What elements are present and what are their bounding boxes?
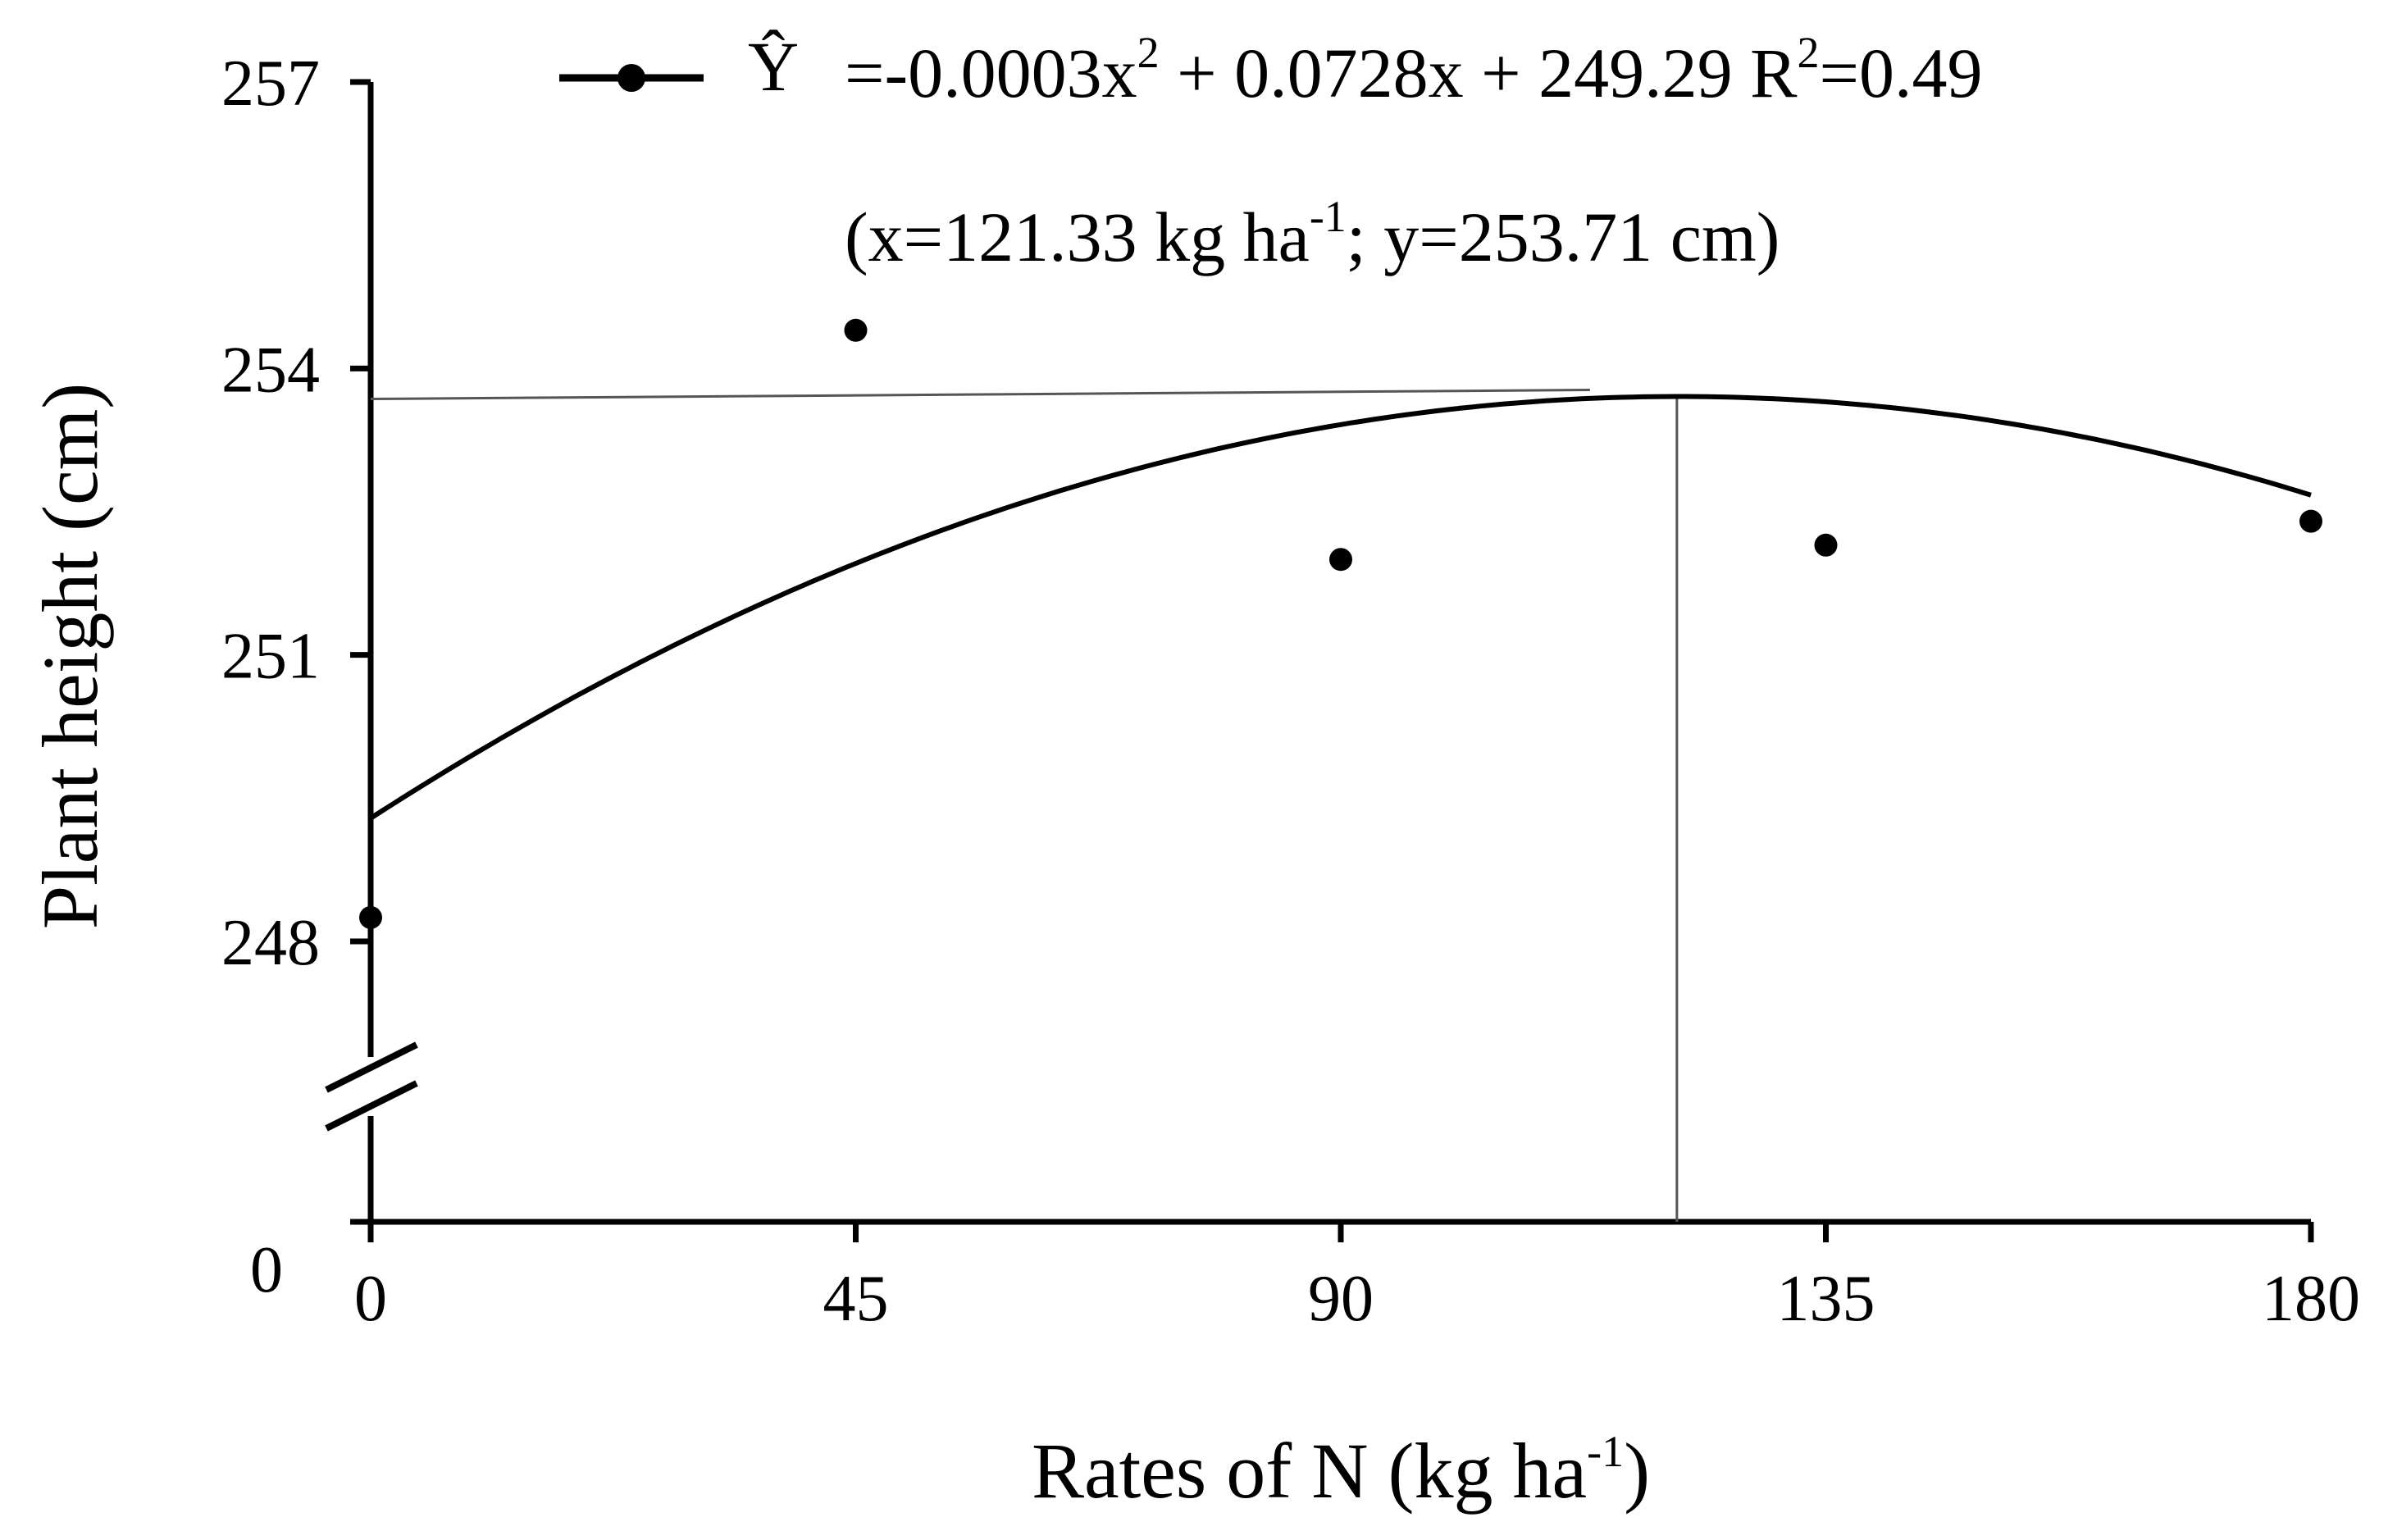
fitted-quadratic-curve — [369, 394, 2312, 821]
equation-superscript-2: 2 — [1798, 28, 1820, 77]
equation-superscript-1: 2 — [1137, 28, 1160, 77]
equation-part-2: + 0.0728x + 249.29 R — [1160, 34, 1798, 112]
y-axis-title: Plant height (cm) — [26, 383, 114, 930]
data-point — [844, 318, 868, 342]
optimum-part-2: ; y=253.71 cm) — [1347, 198, 1780, 276]
data-point — [1329, 548, 1352, 572]
x-tick-label: 180 — [2262, 1263, 2360, 1335]
data-point — [1814, 533, 1838, 557]
y-tick-label: 254 — [221, 334, 320, 406]
optimum-part-1: (x=121.33 kg ha — [845, 198, 1310, 276]
axis-break-mark-lower — [325, 1080, 418, 1132]
data-point — [2299, 509, 2322, 533]
data-points — [359, 318, 2322, 929]
y-tick-label: 251 — [221, 621, 320, 693]
x-tick-label: 90 — [1308, 1263, 1374, 1335]
optimum-annotation: (x=121.33 kg ha-1; y=253.71 cm) — [845, 192, 1780, 276]
x-axis-title-part-2: ) — [1624, 1427, 1650, 1515]
x-tick-label: 135 — [1777, 1263, 1875, 1335]
x-axis-title-superscript: -1 — [1587, 1427, 1624, 1476]
y-zero-tick-label: 0 — [250, 1234, 283, 1306]
x-tick-label: 0 — [354, 1263, 387, 1335]
y-axis-ticks: 257 254 251 248 — [221, 48, 371, 979]
y-tick-label: 248 — [221, 907, 320, 979]
data-point — [359, 905, 382, 929]
axis-break-mark-upper — [325, 1041, 418, 1093]
equation-part-1: =-0.0003x — [845, 34, 1137, 112]
x-axis-title-part-1: Rates of N (kg ha — [1032, 1427, 1587, 1515]
legend-symbol: Ŷ — [748, 27, 799, 106]
equation-part-3: =0.49 — [1820, 34, 1983, 112]
legend-marker-sample — [618, 64, 645, 92]
optimum-superscript: -1 — [1310, 192, 1347, 241]
legend: Ŷ =-0.0003x2 + 0.0728x + 249.29 R2=0.49 … — [559, 27, 1983, 276]
optimum-horizontal-reference-line — [370, 389, 1590, 401]
y-tick-label: 257 — [221, 48, 320, 120]
x-axis-title: Rates of N (kg ha-1) — [1032, 1427, 1650, 1515]
x-axis-ticks: 0 45 90 135 180 — [354, 1222, 2360, 1335]
x-tick-label: 45 — [823, 1263, 889, 1335]
legend-equation: =-0.0003x2 + 0.0728x + 249.29 R2=0.49 — [845, 28, 1983, 112]
